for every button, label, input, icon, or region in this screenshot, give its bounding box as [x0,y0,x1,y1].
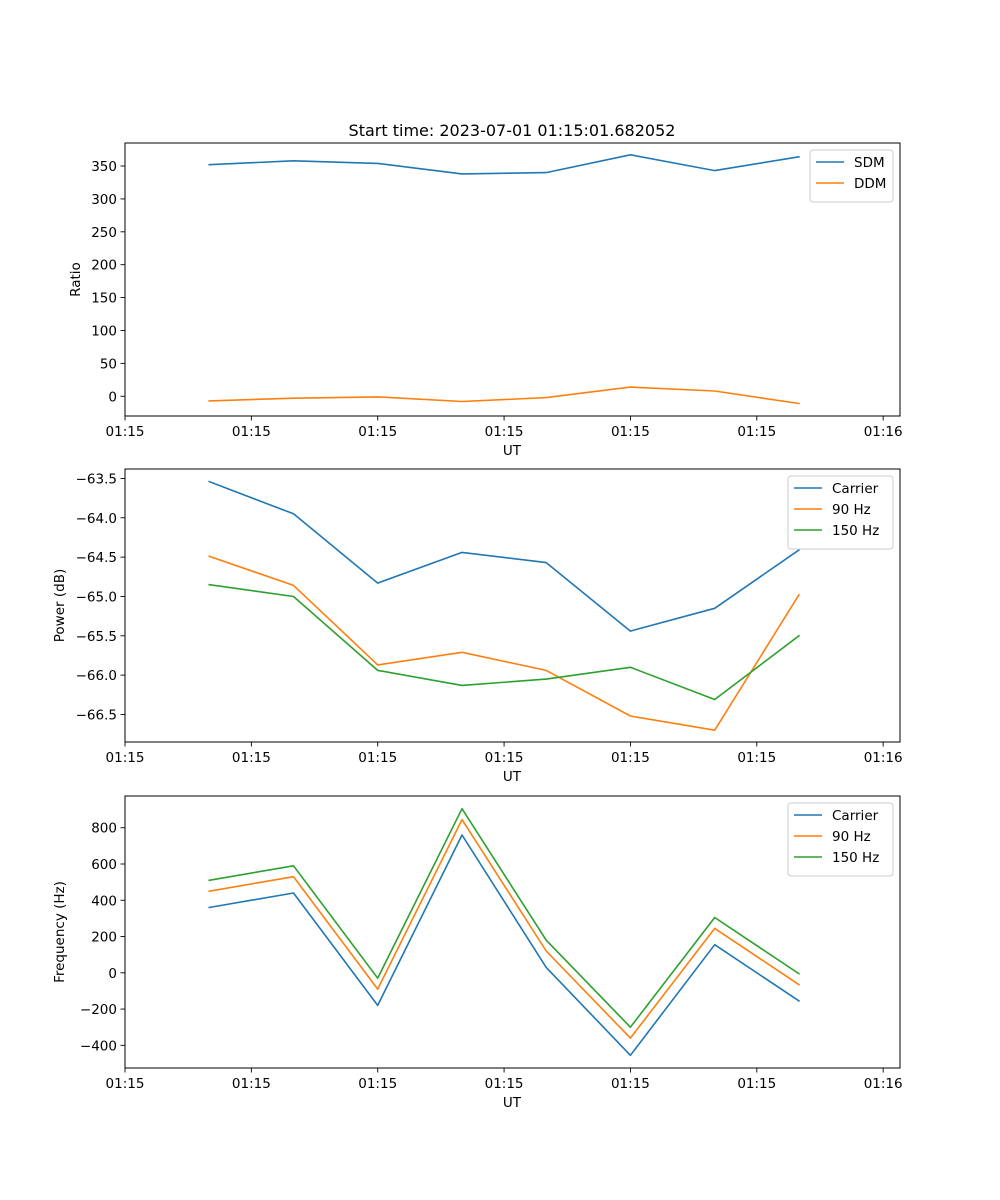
power-legend-label: 150 Hz [832,523,879,539]
power-x-tick-label: 01:15 [737,750,776,766]
power-y-tick-label: −64.5 [76,550,117,566]
ratio-legend-label: DDM [854,176,886,192]
power-x-tick-label: 01:15 [485,750,524,766]
power-legend-label: Carrier [832,481,879,497]
ratio-legend-label: SDM [854,155,885,171]
ratio-line-sdm [208,154,800,175]
power-x-tick-label: 01:15 [358,750,397,766]
power-y-tick-label: −65.5 [76,629,117,645]
frequency-y-tick-label: −200 [80,1002,117,1018]
frequency-x-tick-label: 01:15 [232,1076,271,1092]
power-y-tick-label: −66.5 [76,707,117,723]
frequency-line-90-hz [208,818,801,1039]
ratio-x-tick-label: 01:15 [358,424,397,440]
power-y-tick-label: −64.0 [76,511,117,527]
power-y-tick-label: −66.0 [76,668,117,684]
frequency-x-tick-label: 01:15 [737,1076,776,1092]
frequency-y-tick-label: −400 [80,1038,117,1054]
frequency-y-tick-label: 0 [108,966,117,982]
power-x-tick-label: 01:16 [864,750,903,766]
frequency-y-tick-label: 200 [91,930,117,946]
frequency-x-tick-label: 01:16 [864,1076,903,1092]
frequency-y-tick-label: 600 [91,857,117,873]
power-line-90-hz [208,555,801,732]
frequency-y-tick-label: 400 [91,893,117,909]
power-x-tick-label: 01:15 [106,750,145,766]
power-x-tick-label: 01:15 [232,750,271,766]
frequency-line-carrier [208,834,801,1057]
ratio-y-tick-label: 150 [91,291,117,307]
power-x-axis-label: UT [503,769,522,785]
ratio-y-tick-label: 50 [100,356,117,372]
frequency-y-axis-label: Frequency (Hz) [52,881,68,983]
ratio-y-tick-label: 200 [91,258,117,274]
frequency-axes-frame [124,795,901,1069]
power-x-tick-label: 01:15 [611,750,650,766]
ratio-x-tick-label: 01:15 [737,424,776,440]
frequency-x-axis-label: UT [503,1095,522,1111]
ratio-legend: SDM DDM [809,149,894,203]
power-panel: 01:15 01:15 01:15 01:15 01:15 01:15 01:16 −66.5… [52,468,903,785]
ratio-x-tick-label: 01:16 [864,424,903,440]
frequency-legend: Carrier 90 Hz 150 Hz [787,802,894,877]
ratio-y-tick-label: 100 [91,323,117,339]
ratio-y-tick-label: 350 [91,159,117,175]
frequency-line-150-hz [208,807,801,1028]
ratio-legend-box [809,149,894,203]
frequency-legend-label: 90 Hz [832,829,871,845]
ratio-y-tick-label: 250 [91,225,117,241]
power-axes-frame [124,468,901,743]
power-y-axis-label: Power (dB) [52,569,68,642]
frequency-x-tick-label: 01:15 [485,1076,524,1092]
ratio-y-axis-label: Ratio [68,262,84,297]
ratio-x-tick-label: 01:15 [232,424,271,440]
power-legend-label: 90 Hz [832,502,871,518]
frequency-panel: 01:15 01:15 01:15 01:15 01:15 01:15 01:16 −400 −… [52,795,903,1111]
frequency-x-tick-label: 01:15 [611,1076,650,1092]
frequency-legend-label: Carrier [832,808,879,824]
ratio-y-tick-label: 300 [91,192,117,208]
ratio-x-axis-label: UT [503,443,522,459]
power-line-carrier [208,480,801,632]
ratio-axes-frame [124,142,901,417]
ratio-panel: 01:15 01:15 01:15 01:15 01:15 01:15 01:16 0 50 10… [68,142,903,459]
frequency-legend-label: 150 Hz [832,850,879,866]
power-line-150-hz [208,583,801,701]
power-legend: Carrier 90 Hz 150 Hz [787,475,894,550]
power-y-tick-label: −63.5 [76,471,117,487]
frequency-x-tick-label: 01:15 [106,1076,145,1092]
frequency-y-tick-label: 800 [91,821,117,837]
ratio-x-tick-label: 01:15 [611,424,650,440]
ratio-line-ddm [208,386,800,405]
frequency-x-tick-label: 01:15 [358,1076,397,1092]
ratio-x-tick-label: 01:15 [106,424,145,440]
figure-title: Start time: 2023-07-01 01:15:01.682052 [349,121,676,140]
ratio-y-tick-label: 0 [108,389,117,405]
power-y-tick-label: −65.0 [76,589,117,605]
ratio-x-tick-label: 01:15 [485,424,524,440]
